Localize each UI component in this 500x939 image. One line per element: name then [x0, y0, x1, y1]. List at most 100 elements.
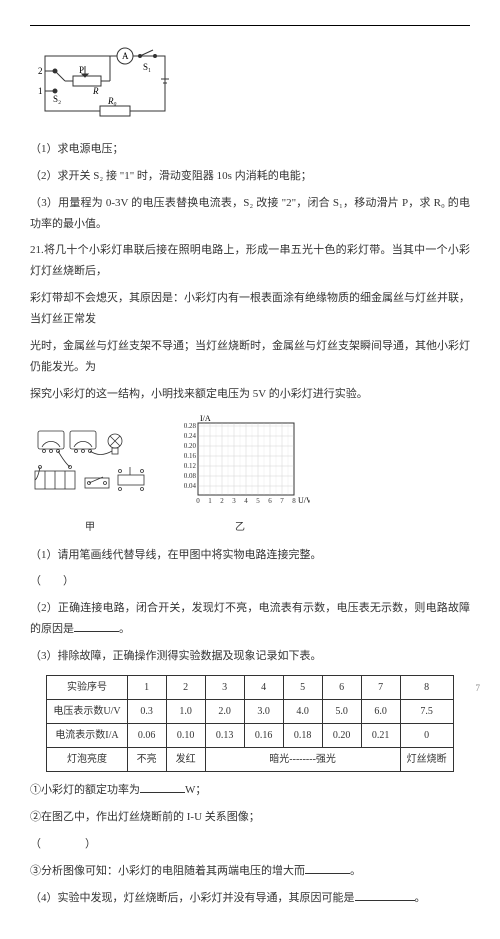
svg-text:0.12: 0.12: [184, 462, 197, 470]
svg-text:0.08: 0.08: [184, 472, 197, 480]
th: 5: [283, 676, 322, 700]
svg-text:0.20: 0.20: [184, 442, 197, 450]
cell: 0.10: [166, 724, 205, 748]
th: 2: [166, 676, 205, 700]
svg-text:1: 1: [208, 497, 212, 505]
q20-part3: （3）用量程为 0-3V 的电压表替换电流表，S₂ 改接 "2"，闭合 S₁，移…: [30, 193, 470, 235]
th: 6: [322, 676, 361, 700]
th: 8: [400, 676, 453, 700]
svg-text:A: A: [122, 51, 129, 61]
figure-row: 甲 I/A 0.28 0.24 0.20 0.16 0.12 0.08 0.04: [30, 413, 470, 537]
row-label: 电压表示数U/V: [47, 700, 127, 724]
top-rule: [30, 25, 470, 26]
th: 1: [127, 676, 166, 700]
th-label: 实验序号: [47, 676, 127, 700]
svg-text:R: R: [92, 86, 99, 96]
q21-sub3-2: ②在图乙中，作出灯丝烧断前的 I-U 关系图像；: [30, 807, 470, 828]
text: ②在图乙中，作出灯丝烧断前的 I-U 关系图像；: [30, 811, 260, 823]
q21-paren2: （ ）: [30, 834, 470, 855]
row-label: 电流表示数I/A: [47, 724, 127, 748]
table-header-row: 实验序号 1 2 3 4 5 6 7 8: [47, 676, 453, 700]
cell: 0: [400, 724, 453, 748]
row-label: 灯泡亮度: [47, 748, 127, 772]
q21-line1: 21.将几十个小彩灯串联后接在照明电路上，形成一串五光十色的彩灯带。当其中一个小…: [30, 240, 470, 282]
blank-reason[interactable]: [355, 889, 415, 901]
svg-text:2: 2: [220, 497, 224, 505]
svg-text:6: 6: [268, 497, 272, 505]
blank-resistance[interactable]: [305, 862, 350, 874]
q21-number: 21.: [30, 244, 44, 256]
svg-text:1: 1: [38, 86, 43, 96]
cell: 0.18: [283, 724, 322, 748]
cell: 0.21: [361, 724, 400, 748]
q20-part1: （1）求电源电压；: [30, 139, 470, 160]
text: W；: [185, 784, 206, 796]
q21-sub3: （3）排除故障，正确操作测得实验数据及现象记录如下表。: [30, 646, 470, 667]
table-row-voltage: 电压表示数U/V 0.3 1.0 2.0 3.0 4.0 5.0 6.0 7.5: [47, 700, 453, 724]
q20-part2: （2）求开关 S₂ 接 "1" 时，滑动变阻器 10s 内消耗的电能；: [30, 166, 470, 187]
blank-power[interactable]: [140, 781, 185, 793]
cell: 0.3: [127, 700, 166, 724]
th: 3: [205, 676, 244, 700]
fig-label-jia: 甲: [30, 518, 150, 537]
svg-text:P: P: [79, 65, 84, 75]
cell: 4.0: [283, 700, 322, 724]
q21-line2: 彩灯带却不会熄灭，其原因是：小彩灯内有一根表面涂有绝缘物质的细金属丝与灯丝并联，…: [30, 288, 470, 330]
svg-text:0.24: 0.24: [184, 432, 197, 440]
svg-text:U/V: U/V: [298, 496, 310, 505]
svg-text:0.28: 0.28: [184, 422, 197, 430]
q21-line4: 探究小彩灯的这一结构，小明找来额定电压为 5V 的小彩灯进行实验。: [30, 384, 470, 405]
svg-text:8: 8: [292, 497, 296, 505]
cell: 发红: [166, 748, 205, 772]
th: 4: [244, 676, 283, 700]
q21-sub3-3: ③分析图像可知：小彩灯的电阻随着其两端电压的增大而 。: [30, 861, 470, 882]
th: 7: [361, 676, 400, 700]
fig-label-yi: 乙: [170, 518, 310, 537]
cell: 6.0: [361, 700, 400, 724]
svg-text:2: 2: [38, 66, 43, 76]
text: ①小彩灯的额定功率为: [30, 784, 140, 796]
figure-jia: 甲: [30, 423, 150, 537]
q21-sub2-end: 。: [119, 623, 130, 635]
cell: 0.16: [244, 724, 283, 748]
q21-intro1: 将几十个小彩灯串联后接在照明电路上，形成一串五光十色的彩灯带。当其中一个小彩灯灯…: [30, 244, 470, 277]
svg-text:7: 7: [280, 497, 284, 505]
page-number: 7: [476, 680, 481, 697]
figure-yi: I/A 0.28 0.24 0.20 0.16 0.12 0.08 0.04: [170, 413, 310, 537]
svg-text:4: 4: [244, 497, 248, 505]
blank-fault[interactable]: [74, 620, 119, 632]
q21-paren1: （ ）: [30, 571, 470, 592]
svg-text:3: 3: [232, 497, 236, 505]
data-table: 实验序号 1 2 3 4 5 6 7 8 电压表示数U/V 0.3 1.0 2.…: [46, 675, 453, 772]
table-row-current: 电流表示数I/A 0.06 0.10 0.13 0.16 0.18 0.20 0…: [47, 724, 453, 748]
q21-sub4: （4）实验中发现，灯丝烧断后，小彩灯并没有导通，其原因可能是 。: [30, 888, 470, 909]
cell: 5.0: [322, 700, 361, 724]
cell: 灯丝烧断: [400, 748, 453, 772]
q21-sub2: （2）正确连接电路，闭合开关，发现灯不亮，电流表有示数，电压表无示数，则电路故障…: [30, 598, 470, 640]
q21-sub1: （1）请用笔画线代替导线，在甲图中将实物电路连接完整。: [30, 545, 470, 566]
cell: 3.0: [244, 700, 283, 724]
text: ③分析图像可知：小彩灯的电阻随着其两端电压的增大而: [30, 865, 305, 877]
cell: 0.06: [127, 724, 166, 748]
table-row-brightness: 灯泡亮度 不亮 发红 暗光--------强光 灯丝烧断: [47, 748, 453, 772]
cell: 1.0: [166, 700, 205, 724]
svg-text:R₀: R₀: [107, 96, 117, 106]
text: 。: [350, 865, 361, 877]
cell: 0.20: [322, 724, 361, 748]
q21-line3: 光时，金属丝与灯丝支架不导通；当灯丝烧断时，金属丝与灯丝支架瞬间导通，其他小彩灯…: [30, 336, 470, 378]
text: （4）实验中发现，灯丝烧断后，小彩灯并没有导通，其原因可能是: [30, 892, 355, 904]
svg-text:I/A: I/A: [200, 414, 211, 423]
svg-text:0: 0: [196, 497, 200, 505]
q21-sub3-1: ①小彩灯的额定功率为 W；: [30, 780, 470, 801]
cell: 7.5: [400, 700, 453, 724]
cell-merged: 暗光--------强光: [205, 748, 400, 772]
cell: 0.13: [205, 724, 244, 748]
text: 。: [415, 892, 426, 904]
svg-text:S₁: S₁: [143, 62, 151, 72]
cell: 不亮: [127, 748, 166, 772]
cell: 2.0: [205, 700, 244, 724]
svg-text:5: 5: [256, 497, 260, 505]
svg-text:0.04: 0.04: [184, 482, 197, 490]
circuit-diagram: 2 1 S₂ P R A S₁ R₀: [35, 46, 470, 129]
svg-text:0.16: 0.16: [184, 452, 197, 460]
